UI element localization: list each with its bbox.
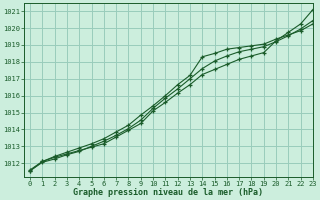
X-axis label: Graphe pression niveau de la mer (hPa): Graphe pression niveau de la mer (hPa) (74, 188, 263, 197)
